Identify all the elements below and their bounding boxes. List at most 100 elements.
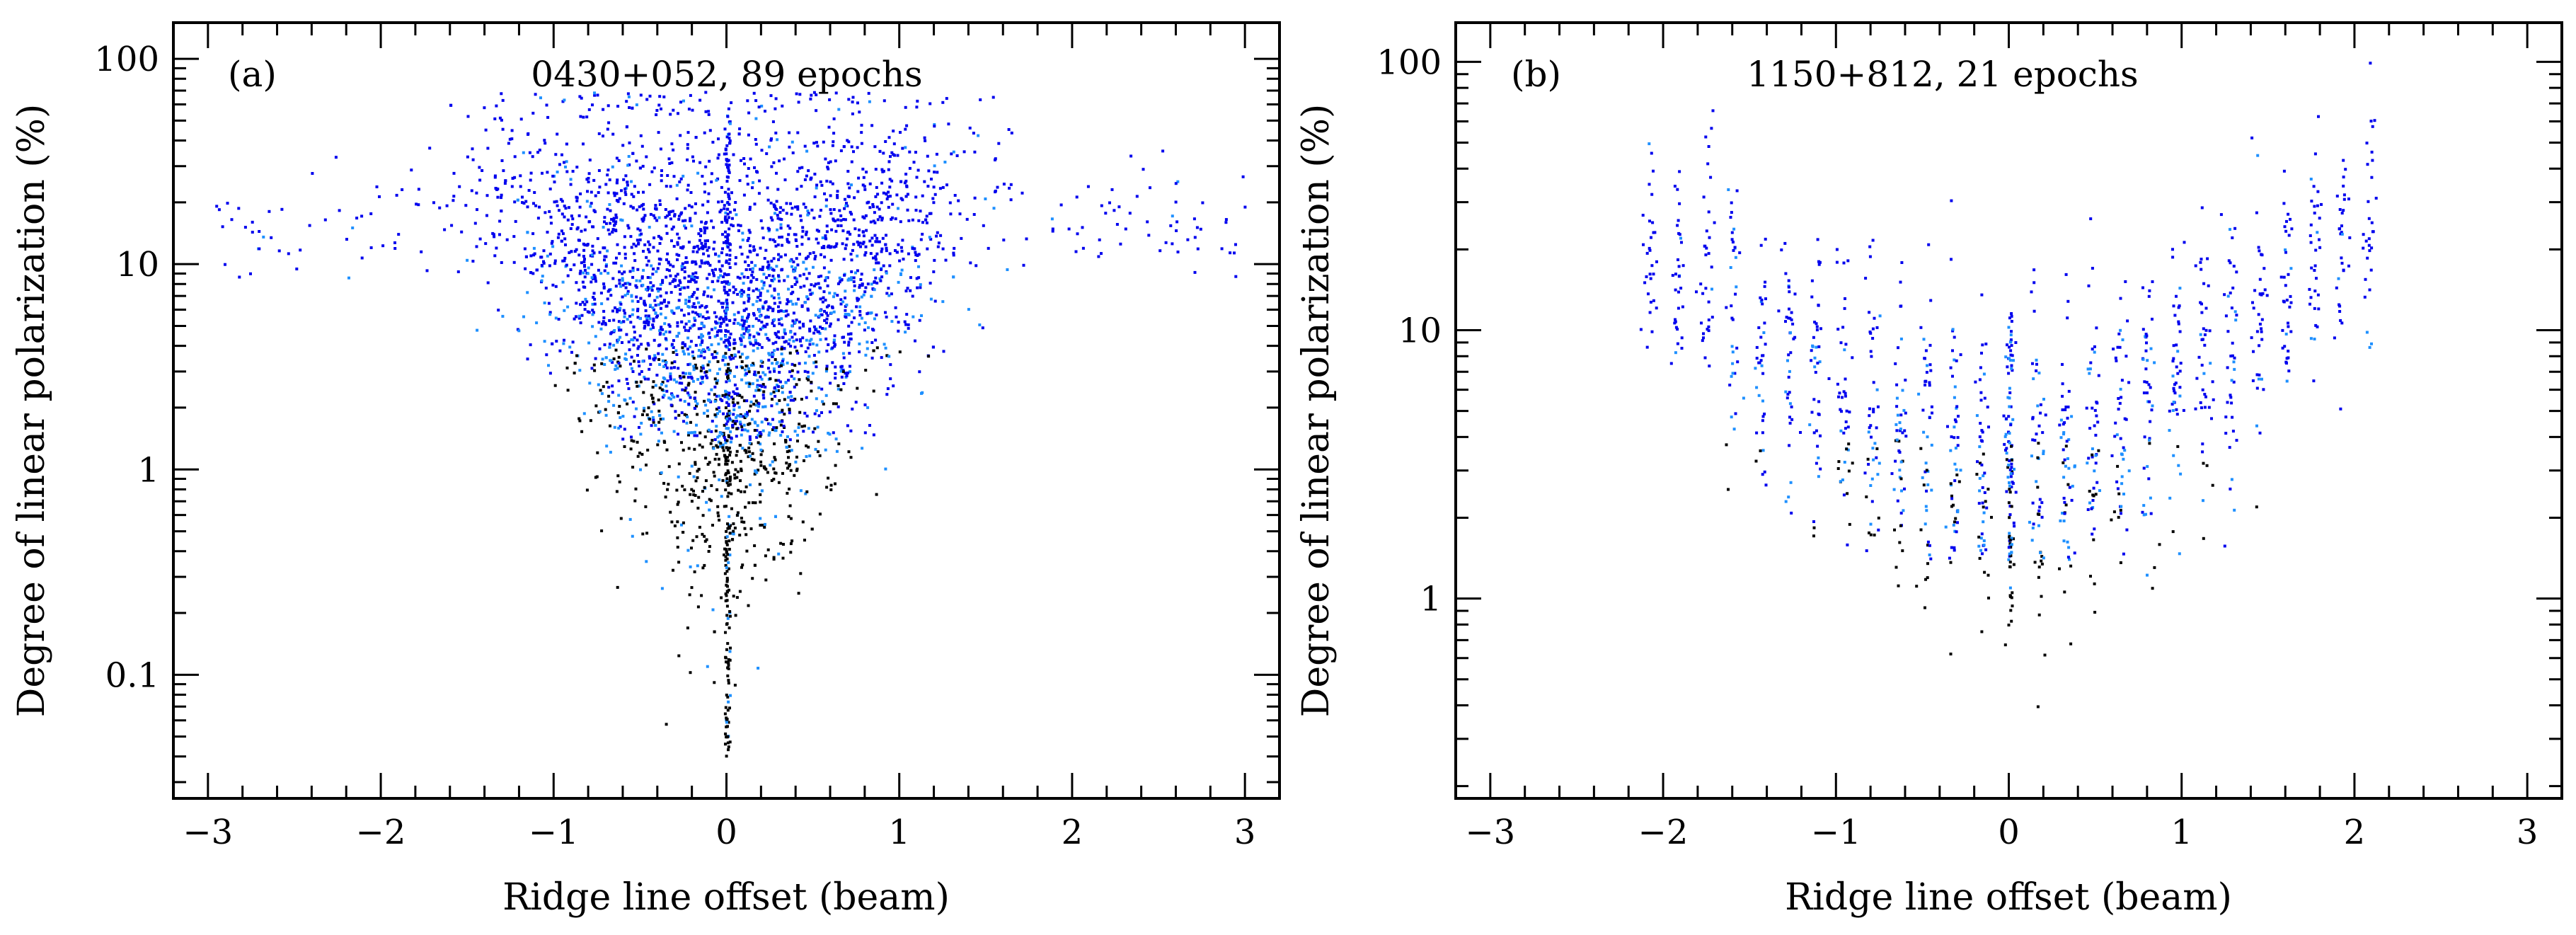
data-point [681, 262, 684, 265]
data-point [754, 399, 758, 403]
data-point [1838, 391, 1841, 395]
data-point [2230, 306, 2233, 310]
data-point [640, 452, 644, 456]
data-point [2039, 403, 2042, 406]
data-point [2093, 469, 2096, 473]
data-point [652, 338, 656, 342]
data-point [831, 361, 834, 365]
data-point [2113, 435, 2117, 438]
data-point [2061, 382, 2064, 386]
data-point [732, 529, 735, 533]
data-point [815, 183, 819, 187]
data-point [733, 684, 737, 687]
data-point [686, 363, 690, 367]
data-point [752, 403, 756, 406]
data-point [2287, 350, 2290, 352]
data-point [725, 302, 729, 305]
data-point [832, 341, 836, 345]
data-point [728, 139, 732, 143]
data-point [1790, 311, 1793, 314]
data-point [662, 333, 665, 336]
data-point [846, 237, 849, 241]
data-point [794, 233, 798, 236]
data-point [517, 329, 521, 333]
data-point [696, 564, 699, 568]
data-point [703, 306, 707, 309]
data-point [2230, 478, 2233, 481]
data-point [2223, 293, 2226, 297]
data-point [657, 262, 661, 265]
data-point [718, 478, 721, 481]
data-point [669, 274, 672, 277]
data-point [2203, 393, 2207, 396]
data-point [846, 424, 849, 428]
data-point [844, 316, 848, 319]
data-point [662, 394, 666, 397]
data-point [777, 385, 780, 389]
data-point [741, 231, 744, 235]
data-point [727, 234, 730, 236]
y-tick-label: 1 [137, 450, 159, 490]
data-point [1081, 246, 1085, 250]
data-point [2177, 306, 2180, 309]
data-point [486, 281, 490, 285]
data-point [2255, 386, 2259, 390]
data-point [728, 413, 731, 417]
data-point [841, 370, 845, 374]
data-point [647, 314, 650, 318]
data-point [1983, 471, 1986, 475]
data-point [752, 276, 755, 280]
data-point [686, 415, 689, 418]
data-point [706, 211, 709, 214]
data-point [1926, 544, 1929, 547]
data-point [725, 576, 729, 580]
data-point [566, 218, 570, 222]
data-point [1869, 522, 1873, 526]
data-point [833, 334, 836, 338]
data-point [900, 268, 904, 272]
data-point [858, 286, 861, 289]
data-point [713, 681, 716, 684]
data-point [715, 452, 718, 456]
data-point [505, 238, 509, 241]
data-point [536, 217, 540, 220]
data-point [690, 294, 694, 298]
data-point [798, 274, 802, 277]
data-point [563, 161, 565, 164]
data-point [858, 228, 861, 231]
data-point [1699, 282, 1703, 286]
data-point [903, 320, 907, 323]
data-point [650, 264, 653, 268]
data-point [706, 277, 709, 280]
data-point [917, 276, 921, 280]
data-point [1875, 456, 1878, 459]
data-point [846, 170, 850, 173]
data-point [598, 347, 602, 350]
data-point [722, 317, 725, 321]
data-point [475, 191, 478, 195]
data-point [889, 363, 892, 367]
data-point [2202, 537, 2205, 540]
data-point [727, 169, 730, 173]
data-point [1896, 499, 1899, 503]
data-point [548, 264, 551, 268]
data-point [1676, 188, 1679, 191]
data-point [914, 195, 918, 199]
data-point [1790, 418, 1794, 421]
data-point [872, 389, 875, 393]
data-point [496, 195, 500, 199]
data-point [258, 247, 261, 251]
data-point [2199, 260, 2202, 264]
data-point [793, 282, 797, 286]
data-point [881, 236, 885, 240]
data-point [1953, 418, 1957, 422]
data-point [846, 139, 849, 142]
data-point [740, 352, 744, 356]
data-point [618, 480, 621, 483]
data-point [547, 364, 550, 367]
data-point [653, 217, 657, 219]
data-point [703, 411, 706, 415]
data-point [797, 592, 800, 595]
data-point [2316, 325, 2319, 328]
data-point [557, 318, 560, 321]
